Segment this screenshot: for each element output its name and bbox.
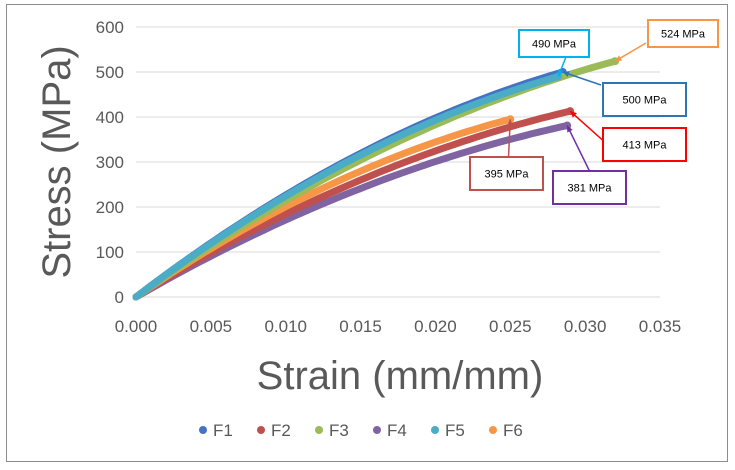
peak-label-f3: 524 MPa xyxy=(661,29,706,41)
legend-marker-f1 xyxy=(199,426,207,434)
y-tick-label: 500 xyxy=(96,63,124,82)
peak-label-f1: 500 MPa xyxy=(622,95,667,107)
x-tick-label: 0.035 xyxy=(639,317,682,336)
chart-frame xyxy=(6,4,728,462)
legend-label-f4: F4 xyxy=(387,421,407,440)
legend-marker-f5 xyxy=(431,426,439,434)
legend-label-f3: F3 xyxy=(329,421,349,440)
legend-label-f6: F6 xyxy=(503,421,523,440)
callout-box-f4 xyxy=(552,170,627,205)
callout-connector-f2 xyxy=(569,110,604,142)
callout-arrowhead-f2 xyxy=(570,111,577,118)
legend-marker-f4 xyxy=(373,426,381,434)
y-tick-label: 0 xyxy=(115,288,124,307)
callout-box-f5 xyxy=(518,29,590,58)
legend-marker-f3 xyxy=(315,426,323,434)
peak-label-f2: 413 MPa xyxy=(622,140,667,152)
legend-label-f5: F5 xyxy=(445,421,465,440)
callout-box-f6 xyxy=(469,156,544,191)
callout-arrowhead-f5 xyxy=(557,69,564,77)
x-tick-label: 0.020 xyxy=(414,317,457,336)
peak-label-f6: 395 MPa xyxy=(484,169,529,181)
x-tick-label: 0.015 xyxy=(339,317,382,336)
callout-arrowhead-f6 xyxy=(506,119,514,126)
legend-label-f1: F1 xyxy=(213,421,233,440)
series-line-f2 xyxy=(132,107,574,301)
x-tick-label: 0.010 xyxy=(264,317,307,336)
callout-box-f3 xyxy=(647,19,719,48)
callout-connector-f4 xyxy=(566,125,591,172)
legend-marker-f6 xyxy=(489,426,497,434)
x-tick-label: 0.000 xyxy=(115,317,158,336)
y-tick-label: 100 xyxy=(96,243,124,262)
x-tick-label: 0.025 xyxy=(489,317,532,336)
peak-label-f5: 490 MPa xyxy=(532,39,577,51)
legend-marker-f2 xyxy=(257,426,265,434)
callout-box-f1 xyxy=(602,82,687,117)
x-tick-label: 0.030 xyxy=(564,317,607,336)
y-tick-label: 400 xyxy=(96,108,124,127)
series-line-f5 xyxy=(132,73,562,301)
callout-arrowhead-f3 xyxy=(615,55,623,62)
legend-label-f2: F2 xyxy=(271,421,291,440)
callout-box-f2 xyxy=(602,127,687,162)
y-tick-label: 300 xyxy=(96,153,124,172)
y-tick-label: 600 xyxy=(96,18,124,37)
callout-arrowhead-f4 xyxy=(567,125,573,133)
x-tick-label: 0.005 xyxy=(190,317,233,336)
peak-label-f4: 381 MPa xyxy=(567,183,612,195)
x-axis-title: Strain (mm/mm) xyxy=(257,354,544,398)
callout-connector-f1 xyxy=(562,71,602,86)
y-axis-title: Stress (MPa) xyxy=(35,45,79,278)
series-line-f4 xyxy=(132,122,571,301)
callout-arrowhead-f1 xyxy=(562,71,570,77)
y-tick-label: 200 xyxy=(96,198,124,217)
